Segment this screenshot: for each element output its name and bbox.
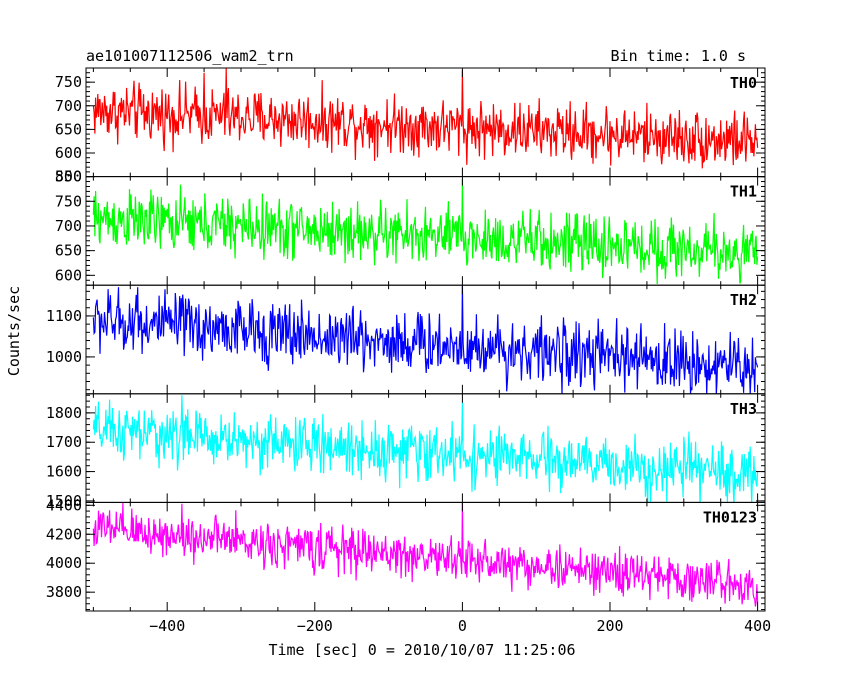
y-tick-label: 600 (55, 144, 82, 162)
bin-time-label: Bin time: 1.0 s (611, 47, 746, 65)
y-tick-label: 4400 (46, 496, 82, 514)
series-line-th2 (92, 285, 759, 394)
y-tick-label: 700 (55, 217, 82, 235)
y-tick-label: 4200 (46, 525, 82, 543)
y-tick-label: 1000 (46, 348, 82, 366)
y-tick-label: 650 (55, 120, 82, 138)
y-tick-label: 650 (55, 242, 82, 260)
y-tick-label: 1700 (46, 433, 82, 451)
series-line-th3 (92, 395, 759, 503)
x-tick-label: 400 (744, 617, 771, 635)
series-line-th1 (92, 179, 759, 285)
y-tick-label: 700 (55, 97, 82, 115)
y-tick-label: 1800 (46, 404, 82, 422)
panel-label-th3: TH3 (730, 400, 757, 418)
y-tick-label: 750 (55, 73, 82, 91)
y-axis-label: Counts/sec (5, 286, 23, 376)
series-line-th0 (92, 68, 759, 169)
panel-label-th0: TH0 (730, 74, 757, 92)
x-axis-label: Time [sec] 0 = 2010/10/07 11:25:06 (268, 641, 575, 659)
panels-group: 550 600 650 700 750 TH0 600 650 700 750 800 TH1 1000… (46, 67, 771, 635)
panel-frame-th0123 (85, 501, 766, 612)
y-tick-label: 550 (55, 168, 82, 186)
panel-label-th1: TH1 (730, 183, 757, 201)
panel-label-th0123: TH0123 (703, 508, 757, 526)
y-tick-label: 4000 (46, 554, 82, 572)
y-tick-label: 3800 (46, 583, 82, 601)
plot-title: ae101007112506_wam2_trn (86, 47, 294, 65)
y-tick-label: 1100 (46, 307, 82, 325)
y-tick-label: 800 (55, 168, 82, 186)
x-tick-label: −200 (297, 617, 333, 635)
y-tick-label: 1500 (46, 492, 82, 510)
y-tick-label: 1600 (46, 463, 82, 481)
x-tick-label: 200 (596, 617, 623, 635)
panel-label-th2: TH2 (730, 291, 757, 309)
series-line-th0123 (92, 502, 759, 607)
x-tick-label: −400 (149, 617, 185, 635)
y-tick-label: 750 (55, 192, 82, 210)
x-tick-label: 0 (458, 617, 467, 635)
y-tick-label: 600 (55, 266, 82, 284)
